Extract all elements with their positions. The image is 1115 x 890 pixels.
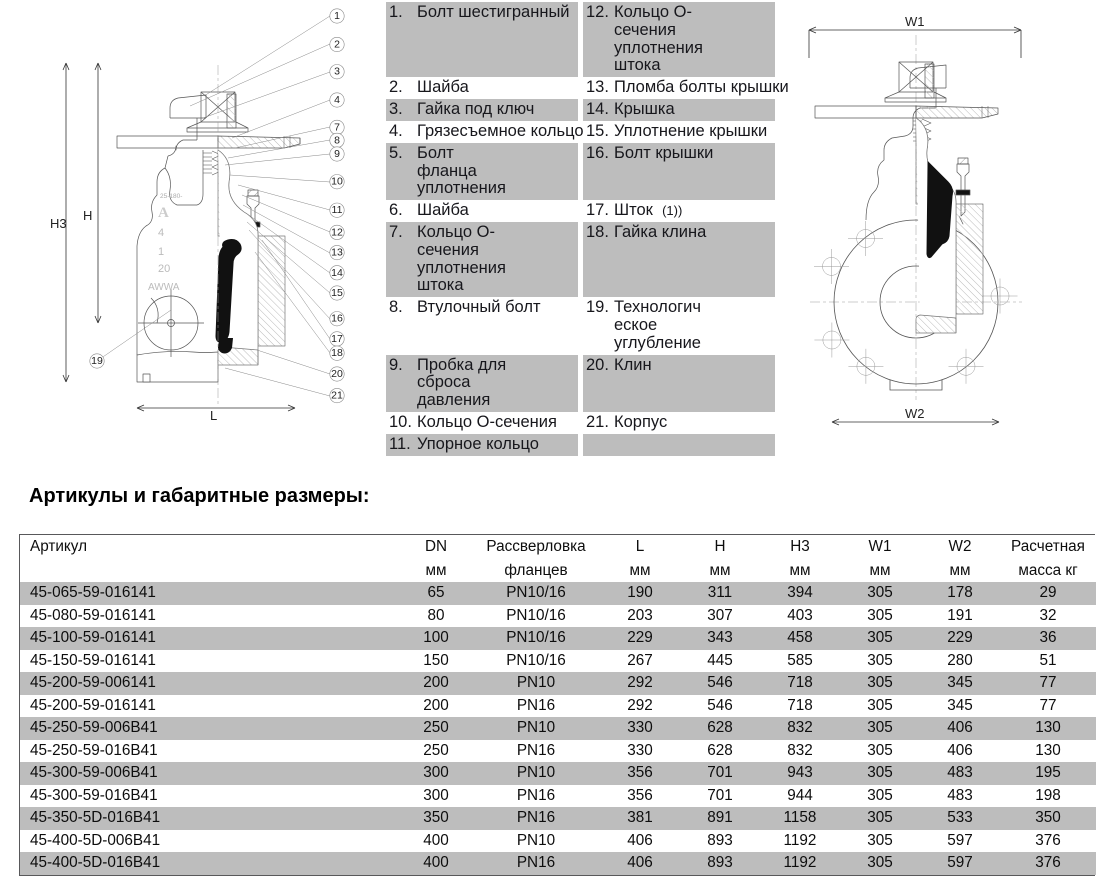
svg-text:8: 8 (334, 134, 340, 146)
svg-text:9: 9 (334, 148, 340, 160)
svg-text:A: A (158, 205, 169, 221)
svg-text:AWWA: AWWA (148, 282, 180, 293)
svg-text:11: 11 (332, 204, 343, 216)
svg-text:20: 20 (158, 263, 170, 275)
svg-text:L: L (210, 408, 217, 423)
svg-text:4: 4 (158, 227, 164, 239)
svg-text:21: 21 (331, 390, 343, 402)
svg-text:W2: W2 (905, 406, 925, 421)
svg-text:18: 18 (331, 347, 343, 359)
svg-text:4: 4 (334, 94, 340, 106)
svg-text:7: 7 (334, 121, 340, 133)
svg-text:12: 12 (331, 226, 343, 238)
svg-text:H: H (83, 208, 92, 223)
svg-text:10: 10 (331, 176, 343, 188)
svg-text:1: 1 (158, 246, 164, 258)
svg-text:17: 17 (331, 333, 343, 345)
svg-text:13: 13 (331, 247, 343, 259)
svg-text:16: 16 (331, 313, 343, 325)
svg-text:H3: H3 (50, 216, 67, 231)
svg-text:W1: W1 (905, 14, 925, 29)
svg-text:2: 2 (334, 39, 340, 51)
svg-text:14: 14 (331, 267, 343, 279)
svg-text:20: 20 (331, 368, 343, 380)
svg-text:3: 3 (334, 66, 340, 78)
svg-text:19: 19 (91, 355, 103, 367)
svg-text:1: 1 (334, 10, 340, 22)
svg-text:15: 15 (331, 287, 343, 299)
svg-text:25-180-: 25-180- (160, 193, 182, 200)
